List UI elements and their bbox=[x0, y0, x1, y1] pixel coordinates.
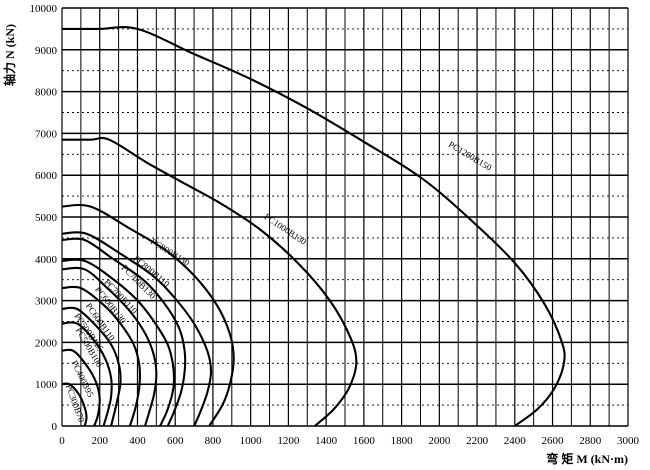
curve-pc400b95 bbox=[61, 348, 101, 427]
x-tick-label: 200 bbox=[91, 435, 108, 447]
curve-pc500b125 bbox=[61, 306, 122, 427]
x-tick-label: 2400 bbox=[504, 435, 527, 447]
y-tick-label: 2000 bbox=[35, 337, 58, 349]
curve-pc500b100 bbox=[61, 321, 113, 427]
curve-pc1000b130 bbox=[62, 136, 358, 427]
x-tick-label: 2200 bbox=[466, 435, 489, 447]
y-tick-label: 4000 bbox=[35, 254, 58, 266]
x-tick-label: 3000 bbox=[617, 435, 640, 447]
curve-pc700b110 bbox=[61, 258, 176, 427]
x-axis-title: 弯 矩 M (kN·m) bbox=[546, 451, 628, 466]
x-tick-label: 1000 bbox=[240, 435, 263, 447]
curve-pc300b70 bbox=[61, 382, 88, 427]
curve-pc1200b150 bbox=[62, 26, 566, 427]
curve-labels: PC1200B150PC1000B130PC800B130PC800B110PC… bbox=[64, 139, 494, 424]
y-tick-label: 8000 bbox=[35, 87, 58, 99]
x-tick-label: 400 bbox=[129, 435, 146, 447]
x-tick-label: 2600 bbox=[542, 435, 565, 447]
x-tick-label: 0 bbox=[59, 435, 65, 447]
x-tick-labels: 0 200 400 600 800 1000 1200 1400 1600 1800 2000 220… bbox=[59, 435, 639, 447]
y-tick-labels: 0 1000 2000 3000 4000 5000 6000 7000 8000 9000 100… bbox=[30, 3, 58, 433]
x-tick-label: 600 bbox=[167, 435, 184, 447]
y-tick-label: 5000 bbox=[35, 212, 58, 224]
y-tick-label: 3000 bbox=[35, 296, 58, 308]
y-tick-label: 1000 bbox=[35, 379, 58, 391]
major-gridlines bbox=[61, 7, 629, 427]
x-tick-label: 1600 bbox=[353, 435, 376, 447]
y-tick-label: 7000 bbox=[35, 128, 58, 140]
curve-pc800b130 bbox=[61, 203, 235, 427]
curve-pc700b130 bbox=[61, 237, 187, 427]
x-tick-label: 2000 bbox=[428, 435, 451, 447]
capacity-curves bbox=[61, 26, 566, 427]
curve-pc800b110 bbox=[61, 231, 213, 427]
curve-pc600b130 bbox=[61, 266, 158, 427]
y-tick-label: 9000 bbox=[35, 45, 58, 57]
y-tick-label: 6000 bbox=[35, 170, 58, 182]
x-tick-label: 1200 bbox=[277, 435, 300, 447]
x-tick-label: 1400 bbox=[315, 435, 338, 447]
y-tick-label: 0 bbox=[52, 421, 58, 433]
y-tick-label: 10000 bbox=[30, 3, 58, 15]
curve-label-pc800b130: PC800B130 bbox=[149, 236, 192, 268]
curve-label-pc1200b150: PC1200B150 bbox=[447, 139, 494, 173]
x-tick-label: 1800 bbox=[391, 435, 414, 447]
y-axis-title: 轴力 N (kN) bbox=[2, 24, 17, 86]
curve-pc600b110 bbox=[61, 285, 142, 427]
x-tick-label: 2800 bbox=[579, 435, 602, 447]
x-tick-label: 800 bbox=[205, 435, 222, 447]
